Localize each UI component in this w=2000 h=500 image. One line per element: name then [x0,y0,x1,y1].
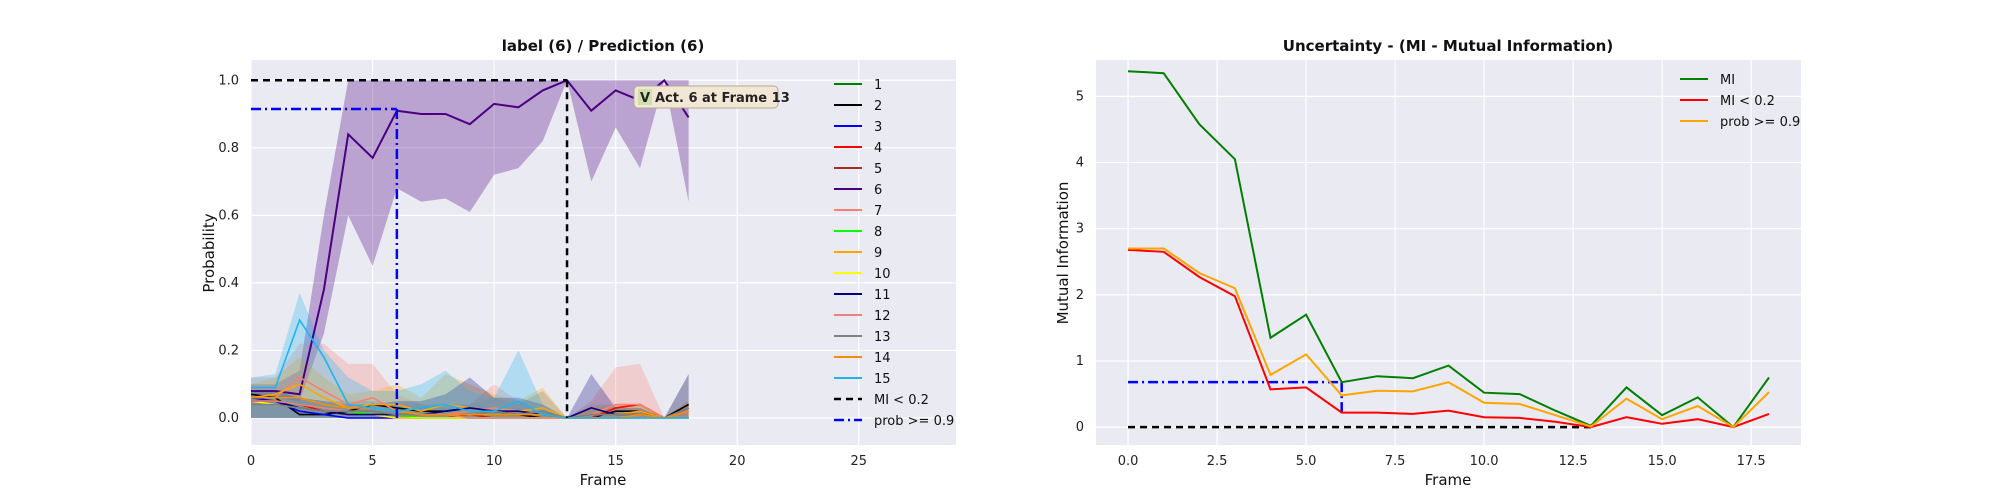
legend-label: 9 [874,246,882,261]
left-reference-lines [251,79,569,418]
legend-label: 15 [874,372,891,387]
right-x-tick-label: 17.5 [1737,454,1766,469]
left-x-tick-label: 25 [850,454,867,469]
legend-label: 14 [874,351,891,366]
left-x-tick-label: 15 [607,454,624,469]
legend-label: MI [1720,73,1735,88]
line-series-1 [1127,248,1770,429]
right-x-tick-label: 15.0 [1648,454,1677,469]
right-reference-lines [1128,380,1591,429]
legend-label: 7 [874,204,882,219]
right-y-axis-label: Mutual Information [1054,182,1072,325]
left-x-tick-label: 20 [729,454,746,469]
left-y-tick-label: 0.0 [218,411,239,426]
line-series-15 [251,318,689,419]
left-y-axis-label: Probability [200,213,218,292]
left-y-tick-label: 0.8 [218,141,239,156]
right-y-tick-label: 4 [1076,156,1084,171]
right-y-ticks: 0 1 2 3 4 5 [1076,89,1084,435]
annotation-badge-bg [638,89,652,105]
right-chart: 0.0 2.5 5.0 7.5 10.0 12.5 15.0 17.5 0 1 2 3 4 5 Unce… [1054,37,1801,489]
legend-label: MI < 0.2 [874,393,929,408]
band-series-6 [251,80,689,402]
left-chart: 0 5 10 15 20 25 0.00.20.40.60.81.0 label (6) … [200,37,956,489]
legend-label: 13 [874,330,891,345]
left-y-tick-label: 0.2 [218,343,239,358]
left-y-tick-label: 0.4 [218,276,239,291]
left-x-tick-label: 0 [247,454,255,469]
legend-label: MI < 0.2 [1720,94,1775,109]
line-series-0 [1127,70,1770,429]
right-y-tick-label: 1 [1076,354,1084,369]
band-series-15 [251,293,689,418]
right-y-tick-label: 3 [1076,222,1084,237]
legend-label: 3 [874,120,882,135]
right-y-tick-label: 0 [1076,420,1084,435]
left-annotation: V Act. 6 at Frame 13 [633,85,790,109]
annotation-text: Act. 6 at Frame 13 [655,91,790,106]
legend-label: 11 [874,288,891,303]
band-series-7 [251,343,689,418]
legend-label: 5 [874,162,882,177]
line-series-6 [251,78,690,396]
legend-label: prob >= 0.9 [874,414,954,429]
legend-label: prob >= 0.9 [1720,115,1800,130]
right-x-axis-label: Frame [1425,471,1472,489]
right-plot-area [1096,60,1801,445]
band-series-9 [251,357,689,418]
legend-label: 2 [874,99,882,114]
legend-label: 10 [874,267,891,282]
right-legend: MI MI < 0.2 prob >= 0.9 [1680,73,1800,130]
annotation-badge: V [640,91,650,106]
left-x-tick-label: 10 [486,454,503,469]
left-series-lines [250,78,690,419]
left-x-axis-label: Frame [580,471,627,489]
left-chart-title: label (6) / Prediction (6) [502,37,705,55]
left-y-tick-label: 0.6 [218,208,239,223]
legend-label: 8 [874,225,882,240]
legend-label: 1 [874,78,882,93]
legend-label: 12 [874,309,891,324]
right-y-tick-label: 2 [1076,288,1084,303]
annotation-box [633,85,779,109]
right-x-tick-label: 10.0 [1470,454,1499,469]
right-x-tick-label: 5.0 [1296,454,1317,469]
right-chart-title: Uncertainty - (MI - Mutual Information) [1283,37,1613,55]
right-x-tick-label: 0.0 [1118,454,1139,469]
line-series-2 [1128,247,1770,429]
right-x-tick-label: 12.5 [1559,454,1588,469]
right-series-lines [1127,70,1770,429]
left-y-ticks: 0.0 0.2 0.4 0.6 0.8 1.0 [218,73,239,426]
right-y-tick-label: 5 [1076,89,1084,104]
right-x-ticks: 0.0 2.5 5.0 7.5 10.0 12.5 15.0 17.5 [1118,454,1766,469]
left-x-tick-label: 5 [368,454,376,469]
legend-label: 6 [874,183,882,198]
left-x-ticks: 0 5 10 15 20 25 [247,454,867,469]
legend-label: 4 [874,141,882,156]
left-y-tick-label: 1.0 [218,73,239,88]
right-x-tick-label: 2.5 [1207,454,1228,469]
right-x-tick-label: 7.5 [1385,454,1406,469]
